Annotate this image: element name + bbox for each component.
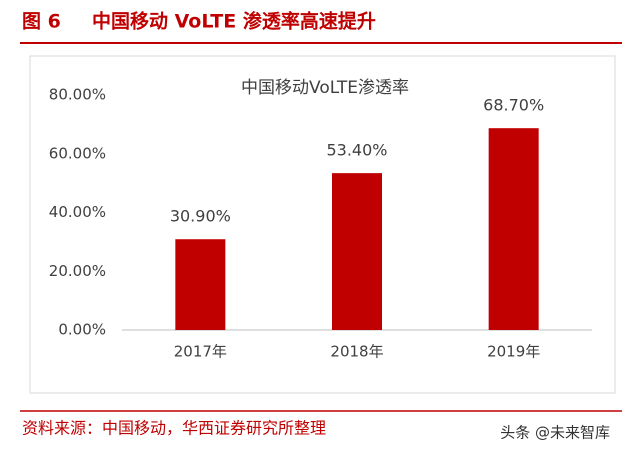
x-tick-label: 2017年 (174, 343, 227, 361)
figure-label: 图 6 (22, 11, 61, 33)
y-tick-label: 0.00% (58, 321, 106, 339)
figure-title: 中国移动 VoLTE 渗透率高速提升 (92, 10, 376, 33)
y-tick-label: 60.00% (49, 144, 106, 162)
bar (175, 239, 226, 330)
bar (488, 128, 539, 330)
chart-frame (29, 55, 616, 394)
data-label: 68.70% (483, 96, 544, 115)
x-tick-label: 2018年 (330, 343, 383, 361)
x-tick-label: 2019年 (487, 343, 540, 361)
y-tick-label: 40.00% (49, 203, 106, 221)
y-tick-label: 20.00% (49, 262, 106, 280)
chart-title: 中国移动VoLTE渗透率 (241, 78, 409, 98)
bar (332, 173, 382, 330)
data-label: 53.40% (326, 141, 387, 160)
watermark: 头条 @未来智库 (500, 424, 610, 442)
y-tick-label: 80.00% (49, 86, 106, 104)
source-note: 资料来源：中国移动，华西证券研究所整理 (22, 419, 326, 438)
data-label: 30.90% (170, 207, 231, 226)
